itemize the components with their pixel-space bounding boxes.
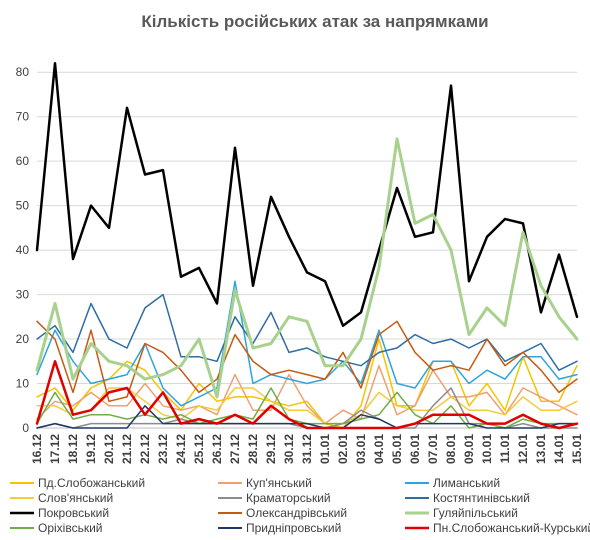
x-tick-label: 30.12 xyxy=(282,434,296,464)
y-tick-label: 30 xyxy=(16,288,30,302)
series-line xyxy=(36,320,578,403)
series-line xyxy=(35,137,579,399)
x-tick-label: 15.01 xyxy=(570,434,584,464)
x-tick-label: 12.01 xyxy=(516,434,530,464)
y-tick-label: 60 xyxy=(16,154,30,168)
x-tick-label: 19.12 xyxy=(84,434,98,464)
x-tick-label: 08.01 xyxy=(444,434,458,464)
series-lines xyxy=(35,62,579,430)
x-tick-label: 21.12 xyxy=(120,434,134,464)
series-line xyxy=(36,387,578,429)
legend-entry: Гуляйпільський xyxy=(433,506,518,520)
legend-entry: Покровський xyxy=(38,506,109,520)
legend-entry: Олександрівський xyxy=(246,506,347,520)
x-tick-label: 03.01 xyxy=(354,434,368,464)
legend-entry: Оріхівський xyxy=(38,521,103,535)
y-tick-label: 10 xyxy=(16,377,30,391)
x-tick-label: 26.12 xyxy=(210,434,224,464)
x-tick-label: 02.01 xyxy=(336,434,350,464)
legend-entry: Слов'янський xyxy=(38,491,113,505)
axes: 0 10 20 30 40 50 60 70 80 16.12 17.12 18.12 19.12 20.… xyxy=(16,65,584,464)
x-tick-label: 07.01 xyxy=(426,434,440,464)
series-line xyxy=(36,338,578,429)
x-tick-label: 27.12 xyxy=(228,434,242,464)
x-tick-label: 05.01 xyxy=(390,434,404,464)
x-tick-label: 10.01 xyxy=(480,434,494,464)
series-line xyxy=(36,293,578,371)
series-line xyxy=(36,364,578,425)
x-tick-label: 22.12 xyxy=(138,434,152,464)
legend-entry: Придніпровський xyxy=(246,521,341,535)
x-tick-label: 28.12 xyxy=(246,434,260,464)
series-line xyxy=(35,62,579,327)
series-line xyxy=(36,405,578,429)
y-tick-label: 20 xyxy=(16,332,30,346)
series-line xyxy=(36,280,578,407)
legend-entry: Пн.Слобожанський-Курський xyxy=(433,521,590,535)
y-tick-label: 0 xyxy=(22,421,29,435)
x-tick-label: 04.01 xyxy=(372,434,386,464)
legend-entry: Куп'янський xyxy=(246,476,312,490)
x-tick-label: 01.01 xyxy=(318,434,332,464)
x-tick-label: 16.12 xyxy=(30,434,44,464)
chart-title: Кількість російських атак за напрямками xyxy=(141,12,488,31)
x-tick-label: 13.01 xyxy=(534,434,548,464)
x-tick-label: 18.12 xyxy=(66,434,80,464)
x-tick-label: 09.01 xyxy=(462,434,476,464)
x-tick-label: 06.01 xyxy=(408,434,422,464)
y-tick-label: 80 xyxy=(16,65,30,79)
series-line xyxy=(35,360,579,430)
x-tick-label: 31.12 xyxy=(300,434,314,464)
x-tick-label: 24.12 xyxy=(174,434,188,464)
x-tick-label: 11.01 xyxy=(498,434,512,464)
x-tick-label: 25.12 xyxy=(192,434,206,464)
legend-entry: Пд.Слобожанський xyxy=(38,476,145,490)
x-tick-label: 23.12 xyxy=(156,434,170,464)
gridlines xyxy=(37,71,577,429)
legend-entry: Костянтинівський xyxy=(433,491,530,505)
y-tick-label: 70 xyxy=(16,110,30,124)
x-tick-label: 20.12 xyxy=(102,434,116,464)
y-tick-label: 40 xyxy=(16,243,30,257)
x-tick-label: 14.01 xyxy=(552,434,566,464)
legend-entry: Лиманський xyxy=(433,476,500,490)
y-tick-label: 50 xyxy=(16,199,30,213)
x-tick-label: 29.12 xyxy=(264,434,278,464)
legend-entry: Краматорський xyxy=(246,491,331,505)
series-line xyxy=(36,387,578,429)
x-tick-label: 17.12 xyxy=(48,434,62,464)
legend: Пд.Слобожанський Куп'янський Лиманський Сло… xyxy=(10,476,590,535)
